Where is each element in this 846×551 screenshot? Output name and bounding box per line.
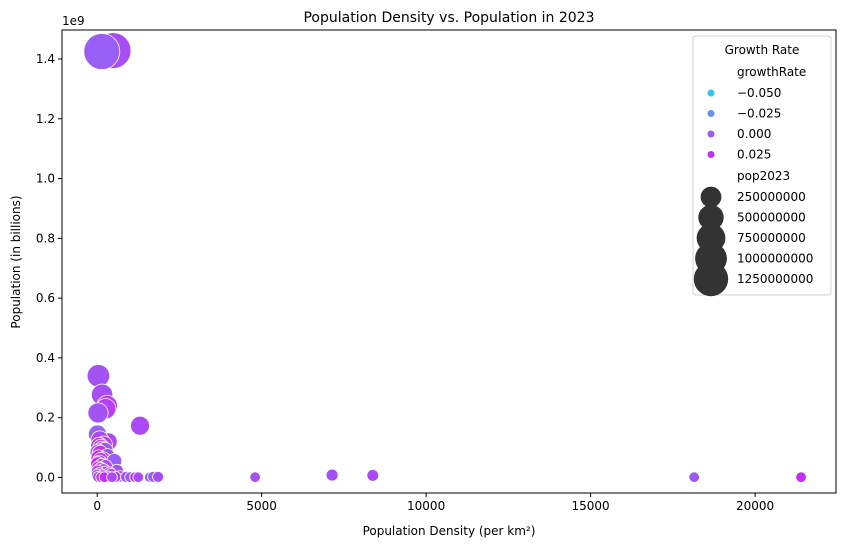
legend-hue-marker	[707, 130, 715, 138]
data-point	[106, 471, 118, 483]
y-tick-label: 1.4	[36, 52, 55, 66]
data-point	[688, 471, 700, 483]
legend-hue-label: 0.000	[737, 127, 771, 141]
legend-size-label: 500000000	[737, 211, 806, 225]
plot-frame	[61, 29, 837, 494]
legend-size-entries: 250000000 500000000 750000000 1000000000 125…	[693, 186, 813, 297]
data-point	[325, 468, 339, 482]
legend-hue-label: 0.025	[737, 148, 771, 162]
data-point	[130, 415, 150, 436]
y-tick-label: 1.0	[36, 172, 55, 186]
legend-hue-label: −0.025	[737, 107, 781, 121]
data-points	[83, 32, 807, 483]
legend-size-label: 750000000	[737, 231, 806, 245]
legend-size-title: pop2023	[737, 169, 790, 183]
legend-size-label: 1000000000	[737, 252, 813, 266]
data-point	[83, 33, 121, 70]
x-tick-label: 15000	[572, 499, 610, 513]
x-tick-label: 5000	[246, 499, 277, 513]
data-point	[795, 471, 807, 483]
chart-title: Population Density vs. Population in 202…	[303, 10, 594, 26]
legend-size-marker	[693, 261, 729, 297]
x-axis-ticks: 0 5000 10000 15000 20000	[93, 493, 774, 513]
data-point	[86, 364, 111, 388]
x-axis-label: Population Density (per km²)	[363, 524, 536, 538]
y-tick-label: 0.2	[36, 411, 55, 425]
legend: Growth Rate growthRate −0.050 −0.025 0.000…	[692, 35, 832, 297]
y-tick-label: 0.8	[36, 231, 55, 245]
legend-size-marker	[700, 186, 722, 208]
legend-hue-marker	[707, 110, 715, 117]
y-tick-label: 0.0	[36, 470, 55, 484]
data-point	[87, 402, 109, 424]
y-axis-label: Population (in billions)	[9, 195, 23, 328]
legend-hue-entries: −0.050 −0.025 0.000 0.025	[707, 86, 781, 162]
y-tick-label: 0.4	[36, 351, 55, 365]
x-tick-label: 10000	[407, 499, 445, 513]
legend-title: Growth Rate	[725, 43, 800, 57]
data-point	[249, 471, 261, 483]
data-point	[152, 470, 165, 483]
legend-size-marker	[698, 204, 724, 231]
y-tick-label: 1.2	[36, 112, 55, 126]
y-axis-ticks: 0.0 0.2 0.4 0.6 0.8 1.0 1.2 1.4	[36, 52, 62, 484]
legend-hue-label: −0.050	[737, 86, 781, 100]
x-tick-label: 0	[93, 499, 101, 513]
legend-size-label: 250000000	[737, 190, 806, 204]
y-tick-label: 0.6	[36, 291, 55, 305]
legend-hue-title: growthRate	[737, 65, 806, 79]
data-point	[132, 471, 145, 483]
x-tick-label: 20000	[736, 499, 774, 513]
legend-size-label: 1250000000	[737, 272, 813, 286]
legend-hue-marker	[707, 89, 715, 97]
legend-hue-marker	[707, 151, 715, 158]
y-offset-label: 1e9	[62, 14, 85, 28]
data-point	[366, 469, 380, 482]
legend-box	[692, 35, 832, 296]
